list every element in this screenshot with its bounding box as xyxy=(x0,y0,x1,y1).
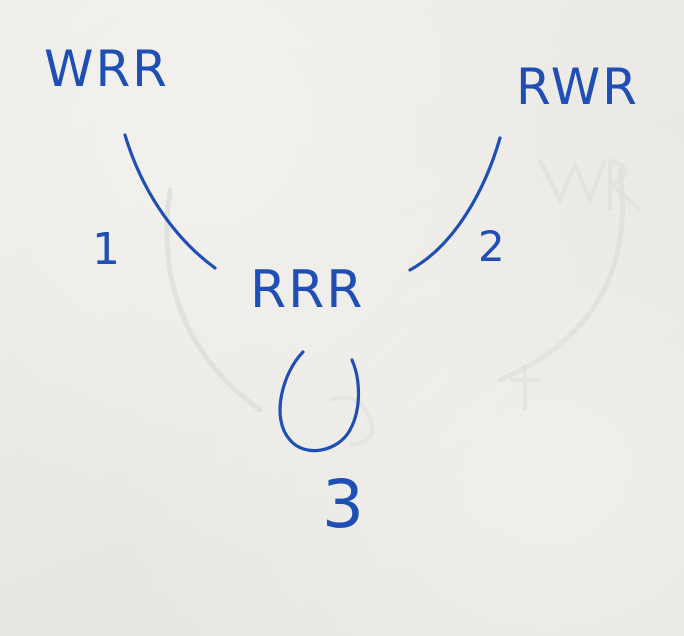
edge-label-3: 3 xyxy=(322,466,366,543)
edge-label-1: 1 xyxy=(92,224,122,275)
node-top-left: WRR xyxy=(44,40,169,98)
edge-1-curve xyxy=(123,133,217,270)
node-center: RRR xyxy=(250,260,365,320)
edge-3-self-loop xyxy=(278,350,361,453)
edge-2-curve xyxy=(408,136,502,272)
node-top-right: RWR xyxy=(516,58,639,116)
edge-label-2: 2 xyxy=(478,222,507,271)
